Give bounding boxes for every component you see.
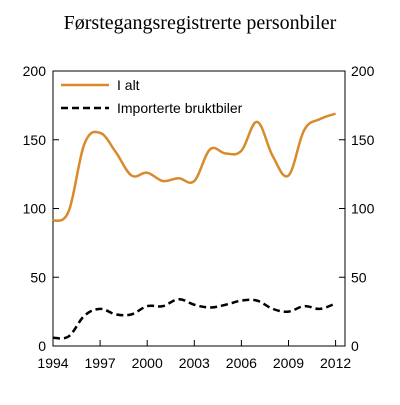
x-tick-label: 2009 (273, 355, 304, 371)
x-tick-label: 1997 (85, 355, 116, 371)
y-tick-label-left: 200 (23, 63, 47, 79)
y-tick-label-right: 150 (351, 132, 375, 148)
y-tick-label-right: 200 (351, 63, 375, 79)
y-tick-label-left: 150 (23, 132, 47, 148)
legend-label-importerte-bruktbiler: Importerte bruktbiler (117, 100, 243, 116)
y-tick-label-right: 100 (351, 201, 375, 217)
y-tick-label-left: 50 (30, 269, 46, 285)
series-line-importerte-bruktbiler (52, 298, 337, 340)
chart-title: Førstegangsregistrerte personbiler (63, 12, 337, 34)
x-tick-label: 2012 (320, 355, 351, 371)
y-tick-label-right: 50 (351, 269, 367, 285)
x-tick-label: 2003 (179, 355, 210, 371)
x-tick-label: 1994 (37, 355, 68, 371)
x-tick-label: 2006 (226, 355, 257, 371)
legend-label-i-alt: I alt (117, 77, 140, 93)
x-tick-label: 2000 (132, 355, 163, 371)
y-tick-label-left: 100 (23, 201, 47, 217)
series-line-i-alt (52, 112, 336, 223)
y-tick-label-left: 0 (38, 338, 46, 354)
y-tick-label-right: 0 (351, 338, 359, 354)
